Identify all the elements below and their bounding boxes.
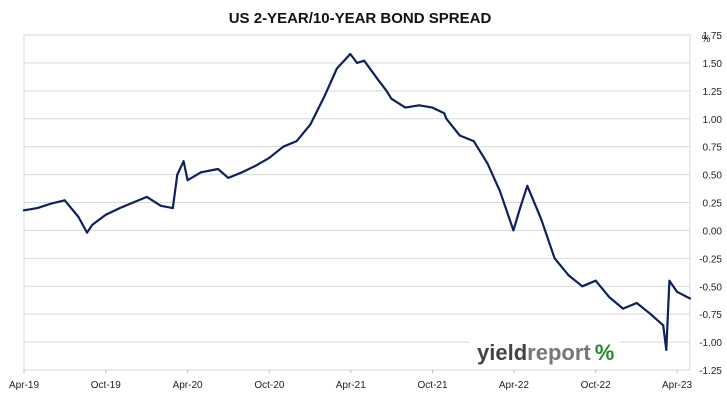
y-axis-ticks: 1.75 1.50 1.25 1.00 0.75 0.50 0.25 0.00 -0.25 -0.… <box>699 31 722 377</box>
chart-title: US 2-YEAR/10-YEAR BOND SPREAD <box>229 10 492 27</box>
series-points <box>23 53 691 351</box>
y-tick-label: 1.50 <box>703 59 723 70</box>
data-point <box>486 162 489 165</box>
data-point <box>665 348 668 351</box>
data-point <box>118 207 121 210</box>
y-tick-label: 0.50 <box>703 171 723 182</box>
logo-report-text: report <box>527 340 591 365</box>
data-point <box>443 112 446 115</box>
data-point <box>217 168 219 170</box>
data-point <box>526 184 529 187</box>
y-tick-label: 1.00 <box>703 115 723 126</box>
data-point <box>186 179 189 182</box>
x-axis-ticks: Apr-19 Oct-19 Apr-20 Oct-20 Apr-21 Oct-21 Apr-… <box>9 370 692 391</box>
y-axis-unit: % <box>702 34 711 45</box>
data-point <box>553 257 556 260</box>
x-tick-label: Apr-20 <box>173 380 203 391</box>
data-point <box>594 279 597 282</box>
data-point <box>171 207 174 210</box>
data-point <box>268 156 271 159</box>
data-point <box>377 78 379 81</box>
yieldreport-logo: yieldreport% <box>470 332 620 366</box>
x-tick-label: Apr-22 <box>499 380 529 391</box>
y-tick-label: 0.75 <box>703 143 723 154</box>
data-point <box>349 53 352 55</box>
data-point <box>567 274 570 277</box>
data-point <box>431 106 434 109</box>
y-tick-label: -0.75 <box>699 310 722 321</box>
data-point <box>445 117 448 120</box>
x-tick-label: Apr-21 <box>336 380 366 391</box>
data-point <box>241 171 244 174</box>
x-tick-label: Apr-19 <box>9 380 39 391</box>
data-point <box>390 97 393 100</box>
data-point <box>255 164 257 167</box>
data-point <box>36 207 39 210</box>
data-point <box>227 176 230 179</box>
data-point <box>499 190 501 193</box>
data-point <box>622 307 624 310</box>
y-tick-label: 0.25 <box>703 199 723 210</box>
data-point <box>458 134 461 137</box>
y-tick-label: -0.50 <box>699 282 722 293</box>
data-point <box>668 279 671 282</box>
data-point <box>519 207 522 210</box>
data-point <box>159 204 162 207</box>
data-point <box>540 218 543 221</box>
x-tick-label: Oct-21 <box>418 380 448 391</box>
data-point <box>662 324 665 327</box>
data-point <box>472 140 475 143</box>
x-tick-label: Oct-20 <box>254 380 284 391</box>
data-point <box>77 216 80 218</box>
data-point <box>309 123 312 126</box>
data-point <box>104 213 107 216</box>
y-tick-label: -0.25 <box>699 254 722 265</box>
data-point <box>689 297 691 300</box>
data-point <box>282 145 285 148</box>
data-point <box>649 313 652 316</box>
data-point <box>295 140 298 143</box>
data-point <box>132 201 135 204</box>
data-point <box>176 173 179 176</box>
data-point <box>385 89 388 92</box>
x-tick-label: Oct-19 <box>91 380 121 391</box>
data-point <box>676 290 678 293</box>
data-point <box>418 104 421 107</box>
data-point <box>50 202 53 205</box>
data-point <box>63 199 66 202</box>
data-point <box>86 231 88 234</box>
data-point <box>404 106 407 109</box>
x-tick-label: Oct-22 <box>581 380 611 391</box>
logo-percent-text: % <box>595 340 615 365</box>
data-point <box>335 67 338 70</box>
data-point <box>200 171 202 174</box>
data-point <box>581 285 584 288</box>
data-point <box>23 209 25 212</box>
data-point <box>635 302 638 304</box>
y-tick-label: -1.25 <box>699 366 722 377</box>
gridlines <box>24 34 690 371</box>
data-point <box>608 296 611 299</box>
data-point <box>356 61 358 64</box>
data-point <box>512 229 515 232</box>
data-point <box>145 195 148 198</box>
y-tick-label: 0.00 <box>703 226 723 237</box>
logo-yield-text: yield <box>477 340 527 365</box>
data-point <box>323 95 326 98</box>
y-tick-label: 1.25 <box>703 87 723 98</box>
data-point <box>182 160 185 163</box>
y-tick-label: -1.00 <box>699 338 722 349</box>
data-point <box>91 223 94 226</box>
x-tick-label: Apr-23 <box>662 380 692 391</box>
data-point <box>363 59 366 62</box>
y-tick-label: 1.75 <box>703 31 723 42</box>
svg-text:yieldreport%: yieldreport% <box>477 340 614 365</box>
